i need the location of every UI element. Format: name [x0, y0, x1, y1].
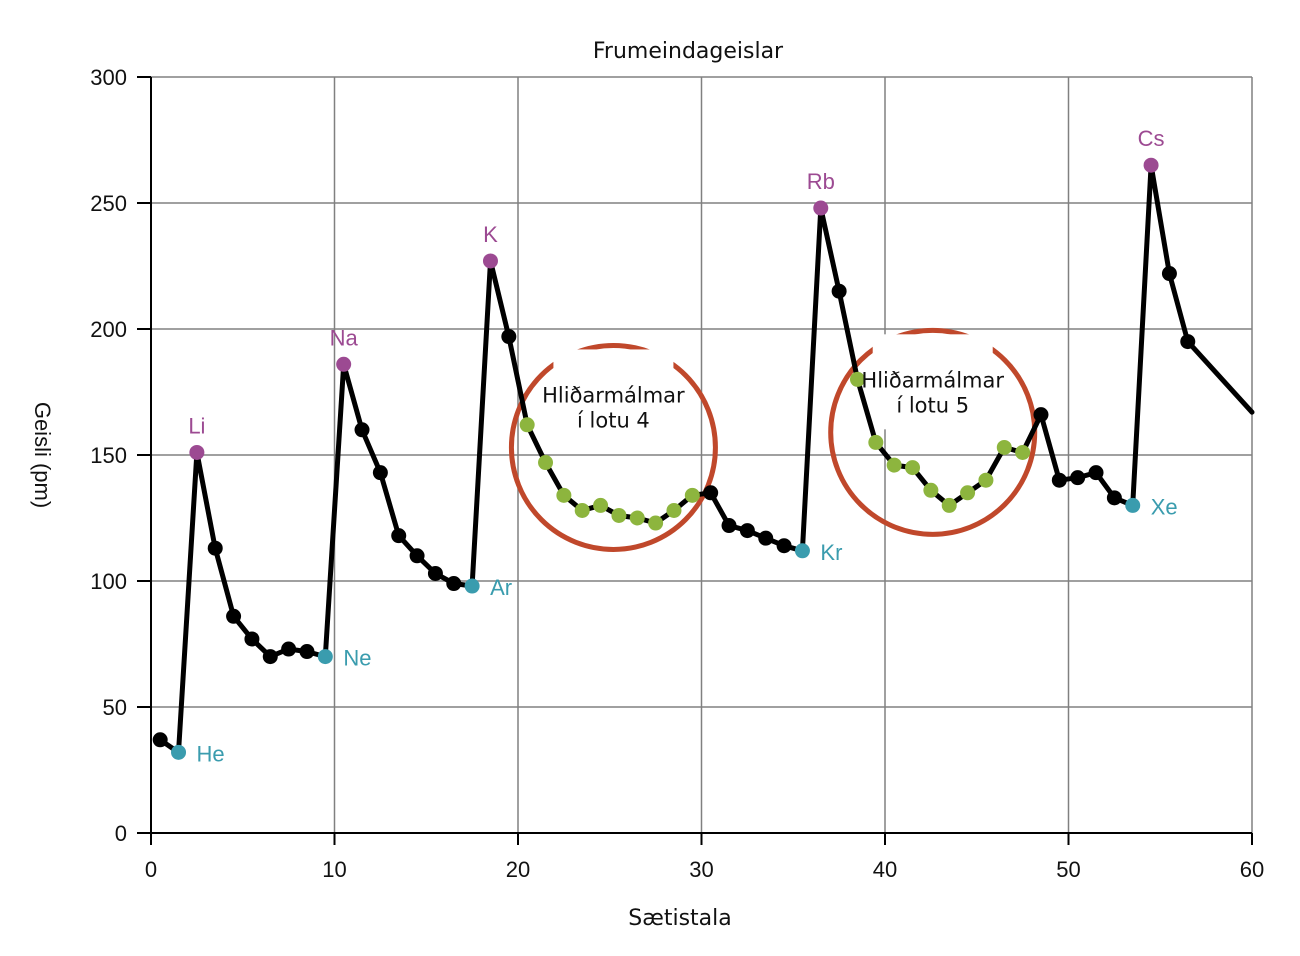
data-point-z41: [886, 457, 902, 473]
data-point-z14: [391, 528, 407, 544]
x-tick-label: 20: [506, 857, 530, 882]
data-point-z12: [354, 422, 370, 438]
chart-title: Frumeindageislar: [593, 39, 784, 64]
data-point-z44: [941, 497, 957, 513]
data-point-z43: [923, 482, 939, 498]
y-tick-label: 0: [115, 821, 127, 846]
data-point-z46: [978, 472, 994, 488]
data-point-z29: [666, 502, 682, 518]
data-point-z48: [1015, 444, 1031, 460]
data-point-z54: [1125, 497, 1141, 513]
point-label-Cs: Cs: [1138, 126, 1165, 151]
data-point-z49: [1033, 407, 1049, 423]
data-point-z57: [1180, 334, 1196, 350]
data-point-z47: [996, 439, 1012, 455]
data-point-z35: [776, 538, 792, 554]
data-point-z4: [207, 540, 223, 556]
axes: 0 50 100 150 200 250 300 0 10 20 30 40 50 60: [90, 65, 1264, 882]
data-point-z56: [1161, 266, 1177, 282]
x-tick-label: 10: [322, 857, 346, 882]
y-tick-label: 250: [90, 191, 127, 216]
data-point-z22: [538, 455, 554, 471]
annotation-line1: Hliðarmálmar: [542, 383, 685, 407]
point-label-Xe: Xe: [1151, 494, 1178, 519]
data-point-z37: [813, 200, 829, 216]
x-tick-label: 30: [689, 857, 713, 882]
point-labels: He Li Ne Na Ar K Kr Rb Xe Cs: [188, 126, 1177, 766]
data-point-z3: [189, 444, 205, 460]
point-label-K: K: [483, 222, 498, 247]
data-point-z28: [648, 515, 664, 531]
series-line: [157, 162, 1255, 755]
annotation-backdrop: [872, 334, 993, 430]
data-point-z51: [1070, 470, 1086, 486]
data-point-z52: [1088, 465, 1104, 481]
data-point-z36: [794, 543, 810, 559]
y-tick-label: 300: [90, 65, 127, 90]
data-point-z32: [721, 518, 737, 534]
data-point-z45: [960, 485, 976, 501]
data-point-z25: [593, 497, 609, 513]
x-tick-label: 50: [1056, 857, 1080, 882]
data-point-z1: [152, 732, 168, 748]
data-point-z7: [262, 649, 278, 665]
data-point-z53: [1106, 490, 1122, 506]
y-tick-label: 50: [103, 695, 127, 720]
point-label-Li: Li: [188, 413, 205, 438]
data-point-z10: [317, 649, 333, 665]
data-point-z24: [574, 502, 590, 518]
data-point-z8: [281, 641, 297, 657]
data-point-z17: [446, 576, 462, 592]
point-label-Ar: Ar: [490, 575, 512, 600]
data-point-z9: [299, 644, 315, 660]
point-label-Ne: Ne: [343, 646, 371, 671]
x-tick-label: 40: [873, 857, 897, 882]
transition-circle-4: [508, 342, 718, 552]
point-label-Na: Na: [330, 325, 359, 350]
data-point-z18: [464, 578, 480, 594]
data-point-z16: [427, 565, 443, 581]
y-axis-label: Geisli (pm): [30, 402, 55, 508]
y-tick-label: 150: [90, 443, 127, 468]
data-point-z55: [1143, 157, 1159, 173]
y-tick-label: 200: [90, 317, 127, 342]
point-label-Rb: Rb: [807, 169, 835, 194]
data-point-z27: [629, 510, 645, 526]
data-point-z2: [171, 744, 187, 760]
data-point-z23: [556, 487, 572, 503]
data-point-z21: [519, 417, 535, 433]
data-point-z50: [1051, 472, 1067, 488]
data-point-z39: [849, 371, 865, 387]
transition-metal-circles: [508, 327, 1038, 552]
data-point-z5: [226, 608, 242, 624]
annotation-line1: Hliðarmálmar: [861, 368, 1004, 392]
data-point-z34: [758, 530, 774, 546]
data-point-z15: [409, 548, 425, 564]
data-point-z26: [611, 507, 627, 523]
grid: [151, 76, 1253, 833]
x-tick-label: 0: [145, 857, 157, 882]
data-point-z42: [905, 460, 921, 476]
point-label-Kr: Kr: [820, 540, 842, 565]
data-point-z33: [739, 523, 755, 539]
point-label-He: He: [197, 741, 225, 766]
data-point-z6: [244, 631, 260, 647]
data-point-z38: [831, 283, 847, 299]
data-point-z13: [372, 465, 388, 481]
data-point-z20: [501, 329, 517, 345]
data-point-z11: [336, 356, 352, 372]
x-axis-label: Sætistala: [628, 906, 731, 931]
data-point-z30: [684, 487, 700, 503]
data-point-z31: [703, 485, 719, 501]
x-tick-label: 60: [1240, 857, 1264, 882]
y-tick-label: 100: [90, 569, 127, 594]
data-point-z40: [868, 434, 884, 450]
annotation-line2: í lotu 4: [577, 408, 650, 432]
data-points: [152, 157, 1196, 760]
annotation-backdrop: [553, 349, 674, 445]
data-point-z19: [482, 253, 498, 269]
annotation-line2: í lotu 5: [896, 393, 969, 417]
